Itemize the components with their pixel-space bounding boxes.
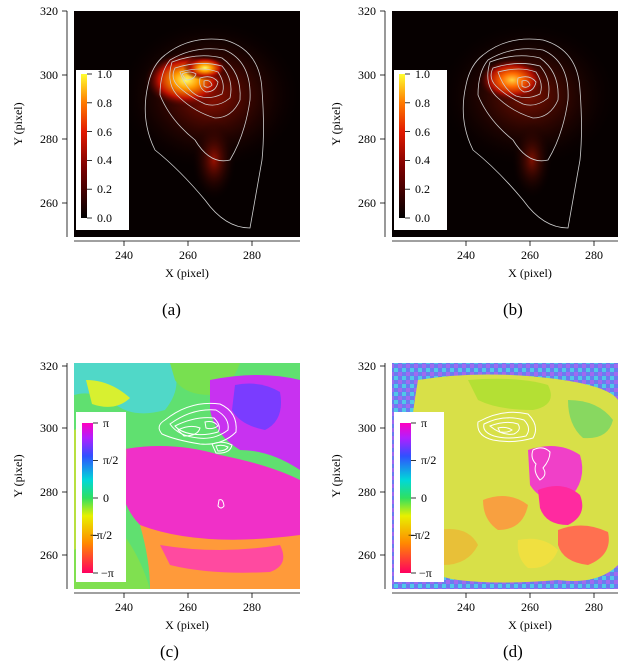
x-tick-label: 280 (243, 600, 261, 614)
y-tick-label: 320 (358, 4, 376, 18)
colorbar (399, 74, 405, 218)
y-tick-label: 300 (40, 68, 58, 82)
panel-caption: (b) (503, 300, 523, 319)
plot-d: π π/2 0 −π/2 −π 320 300 280 260 240 260 … (329, 359, 618, 632)
y-tick-label: 260 (40, 196, 58, 210)
x-tick-label: 260 (521, 248, 539, 262)
colorbar-label: 0.2 (415, 182, 430, 196)
colorbar-ticks (87, 73, 92, 219)
x-tick-label: 240 (115, 600, 133, 614)
phase-regions (407, 374, 618, 583)
x-tick-label: 240 (457, 600, 475, 614)
colorbar-label: π (103, 416, 109, 430)
y-axis-label: Y (pixel) (11, 102, 25, 145)
colorbar-label: 0 (103, 491, 109, 505)
contour-lines (144, 38, 264, 229)
y-tick-label: 260 (40, 548, 58, 562)
colorbar-label: 0.8 (97, 96, 112, 110)
y-axis-label: Y (pixel) (329, 102, 343, 145)
x-ticks (465, 593, 595, 598)
colorbar (400, 423, 411, 573)
y-tick-label: 280 (40, 485, 58, 499)
x-ticks (123, 241, 253, 246)
y-axis-label: Y (pixel) (329, 454, 343, 497)
y-ticks (380, 10, 385, 204)
x-ticks (123, 593, 253, 598)
colorbar-label: −π/2 (90, 528, 112, 542)
y-tick-label: 320 (40, 359, 58, 373)
y-tick-label: 300 (358, 68, 376, 82)
colorbar-label: −π (101, 566, 114, 580)
contour-lines (462, 38, 582, 229)
y-tick-label: 280 (358, 485, 376, 499)
contour-lines (158, 402, 237, 509)
colorbar-ticks (405, 73, 410, 219)
y-tick-label: 260 (358, 196, 376, 210)
colorbar-label: −π/2 (408, 528, 430, 542)
contour-lines (477, 411, 551, 481)
x-ticks (465, 241, 595, 246)
colorbar-ticks (93, 422, 98, 574)
colorbar-label: 0.4 (97, 153, 112, 167)
colorbar-label: 0.8 (415, 96, 430, 110)
x-tick-label: 260 (179, 600, 197, 614)
panel-caption: (c) (160, 642, 179, 661)
x-axis-label: X (pixel) (165, 266, 209, 280)
x-tick-label: 280 (243, 248, 261, 262)
colorbar-label: 0.2 (97, 182, 112, 196)
x-tick-label: 240 (115, 248, 133, 262)
colorbar-label: 1.0 (97, 67, 112, 81)
plot-a: 1.0 0.8 0.6 0.4 0.2 0.0 320 300 280 260 … (11, 4, 300, 280)
y-ticks (62, 10, 67, 204)
y-tick-label: 260 (358, 548, 376, 562)
y-axis-label: Y (pixel) (11, 454, 25, 497)
panel-b: 1.0 0.8 0.6 0.4 0.2 0.0 320 300 280 260 … (318, 0, 636, 330)
colorbar (81, 74, 87, 218)
colorbar-label: 0.6 (415, 125, 430, 139)
plot-c: π π/2 0 −π/2 −π 320 300 280 260 240 260 … (11, 359, 300, 632)
y-tick-label: 280 (358, 132, 376, 146)
y-tick-label: 300 (358, 421, 376, 435)
colorbar-label: 0.0 (415, 211, 430, 225)
colorbar-ticks (411, 422, 416, 574)
intensity-tail (192, 120, 236, 200)
colorbar-label: 1.0 (415, 67, 430, 81)
x-tick-label: 260 (521, 600, 539, 614)
panel-c: π π/2 0 −π/2 −π 320 300 280 260 240 260 … (0, 340, 318, 670)
plot-b: 1.0 0.8 0.6 0.4 0.2 0.0 320 300 280 260 … (329, 4, 618, 280)
y-ticks (62, 365, 67, 556)
colorbar (82, 423, 93, 573)
x-tick-label: 280 (585, 248, 603, 262)
panel-d: π π/2 0 −π/2 −π 320 300 280 260 240 260 … (318, 340, 636, 670)
colorbar-label: 0.4 (415, 153, 430, 167)
x-tick-label: 260 (179, 248, 197, 262)
colorbar-label: −π (419, 566, 432, 580)
colorbar-label: π (421, 416, 427, 430)
x-axis-label: X (pixel) (165, 618, 209, 632)
y-ticks (380, 365, 385, 556)
intensity-peak (183, 56, 227, 80)
x-tick-label: 280 (585, 600, 603, 614)
intensity-tail (512, 122, 552, 198)
y-tick-label: 320 (40, 4, 58, 18)
panel-caption: (d) (503, 642, 523, 661)
panel-a: 1.0 0.8 0.6 0.4 0.2 0.0 320 300 280 260 … (0, 0, 318, 330)
panel-caption: (a) (162, 300, 181, 319)
colorbar-label: 0 (421, 491, 427, 505)
colorbar-label: π/2 (421, 453, 436, 467)
colorbar-label: 0.6 (97, 125, 112, 139)
y-tick-label: 320 (358, 359, 376, 373)
colorbar-label: 0.0 (97, 211, 112, 225)
phase-regions (74, 363, 300, 589)
x-axis-label: X (pixel) (508, 618, 552, 632)
x-tick-label: 240 (457, 248, 475, 262)
y-tick-label: 280 (40, 132, 58, 146)
colorbar-label: π/2 (103, 453, 118, 467)
x-axis-label: X (pixel) (508, 266, 552, 280)
y-tick-label: 300 (40, 421, 58, 435)
